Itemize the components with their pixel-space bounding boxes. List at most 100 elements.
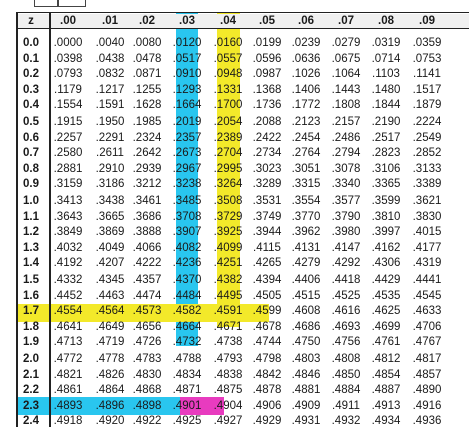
table-cell: .0871 (132, 68, 162, 80)
table-cell: .0517 (172, 52, 202, 65)
table-cell: .4406 (291, 274, 321, 286)
table-cell: .3389 (412, 178, 442, 190)
table-cell: .4927 (213, 415, 243, 427)
table-cell: .3133 (412, 162, 442, 175)
table-cell: .2389 (213, 131, 243, 144)
table-cell: .4871 (172, 384, 202, 396)
table-cell: .1772 (291, 99, 321, 111)
table-cell: .4857 (412, 368, 442, 381)
table-cell: .4177 (412, 241, 442, 254)
column-header: .07 (338, 15, 354, 27)
table-cell: .4625 (371, 305, 401, 317)
table-cell: .4664 (172, 320, 202, 333)
row-z-value: 2.3 (23, 399, 39, 412)
row-z-value: 1.6 (23, 289, 39, 302)
table-cell: .2910 (95, 162, 125, 175)
table-cell: .2881 (53, 162, 83, 175)
table-cell: .4082 (172, 241, 202, 254)
table-cell: .2794 (331, 147, 361, 159)
table-cell: .1736 (252, 99, 282, 111)
header-bottom-rule (16, 28, 469, 29)
table-cell: .3413 (53, 195, 83, 207)
table-cell: .3238 (172, 178, 202, 190)
table-cell: .3340 (331, 178, 361, 190)
table-cell: .0478 (132, 52, 162, 65)
table-cell: .4901 (172, 399, 202, 412)
table-cell: .1141 (413, 68, 441, 80)
table-cell: .3051 (291, 162, 321, 175)
header-band (16, 14, 469, 28)
table-cell: .2454 (291, 131, 321, 144)
table-cell: .0040 (95, 37, 125, 49)
row-z-value: 2.4 (23, 415, 39, 427)
table-cell: .2704 (213, 147, 243, 159)
table-cell: .4394 (252, 274, 282, 286)
table-cell: .4896 (95, 399, 125, 412)
row-z-value: 0.4 (23, 99, 39, 111)
table-cell: .4582 (172, 305, 202, 317)
top-edge-decoration (34, 0, 58, 7)
table-cell: .0279 (331, 37, 361, 49)
row-z-value: 1.4 (23, 257, 39, 269)
table-cell: .2852 (412, 147, 442, 159)
table-cell: .3186 (95, 178, 125, 190)
table-cell: .3925 (213, 226, 243, 238)
table-cell: .3749 (252, 210, 282, 223)
column-header: .05 (259, 15, 275, 27)
table-cell: .4878 (252, 384, 282, 396)
table-cell: .4834 (172, 368, 202, 381)
table-cell: .2995 (213, 162, 243, 175)
table-cell: .0948 (213, 68, 243, 80)
table-cell: .0714 (371, 52, 401, 65)
table-cell: .3159 (53, 178, 83, 190)
table-cell: .0080 (132, 37, 162, 49)
table-cell: .4911 (332, 399, 360, 412)
table-cell: .1255 (132, 83, 162, 96)
table-cell: .4808 (331, 353, 361, 365)
table-cell: .3997 (371, 226, 401, 238)
table-cell: .3315 (291, 178, 321, 190)
row-z-value: 1.1 (23, 210, 39, 223)
table-cell: .3461 (132, 195, 162, 207)
table-cell: .1443 (331, 83, 361, 96)
table-cell: .4319 (412, 257, 442, 269)
table-cell: .4821 (53, 368, 83, 381)
table-cell: .0793 (53, 68, 83, 80)
row-z-value: 1.3 (23, 241, 39, 254)
table-cell: .4484 (172, 289, 202, 302)
table-cell: .3770 (291, 210, 321, 223)
table-cell: .4370 (172, 274, 202, 286)
table-cell: .4382 (213, 274, 243, 286)
table-cell: .0319 (371, 37, 401, 49)
table-cell: .4699 (371, 320, 401, 333)
table-cell: .4726 (132, 336, 162, 348)
table-top-rule (16, 12, 469, 13)
table-cell: .3665 (95, 210, 125, 223)
table-cell: .2291 (95, 131, 125, 144)
table-cell: .0557 (213, 52, 243, 65)
table-cell: .4920 (95, 415, 125, 427)
table-cell: .4925 (172, 415, 202, 427)
table-cell: .0239 (291, 37, 321, 49)
table-cell: .4292 (331, 257, 361, 269)
table-cell: .4826 (95, 368, 125, 381)
table-cell: .4854 (371, 368, 401, 381)
column-header: .01 (102, 15, 118, 27)
table-cell: .3485 (172, 195, 202, 207)
table-cell: .3849 (53, 226, 83, 238)
row-z-value: 0.2 (23, 68, 39, 80)
row-z-value: 1.9 (23, 336, 39, 348)
table-cell: .3810 (371, 210, 401, 223)
table-cell: .2324 (132, 131, 162, 144)
table-cell: .2611 (96, 147, 124, 159)
table-cell: .4798 (252, 353, 282, 365)
table-cell: .4678 (252, 320, 282, 333)
table-cell: .3944 (252, 226, 282, 238)
table-cell: .1103 (372, 68, 400, 80)
table-cell: .4904 (213, 399, 243, 412)
table-cell: .4881 (291, 384, 321, 396)
table-cell: .4686 (291, 320, 321, 333)
highlight-row-1-8 (16, 304, 269, 322)
table-cell: .4778 (95, 353, 125, 365)
highlight-column-004 (217, 12, 240, 327)
